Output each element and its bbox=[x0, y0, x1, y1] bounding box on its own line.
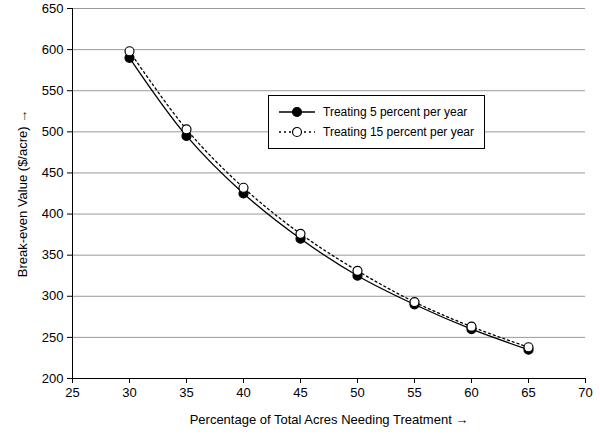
svg-text:35: 35 bbox=[179, 385, 193, 400]
html-text:Treating 15 percent per year: Treating 15 percent per year bbox=[323, 125, 474, 139]
svg-text:650: 650 bbox=[42, 1, 64, 16]
svg-text:200: 200 bbox=[42, 371, 64, 386]
html-text:Treating 5 percent per year: Treating 5 percent per year bbox=[323, 105, 468, 119]
svg-text:65: 65 bbox=[521, 385, 535, 400]
svg-text:40: 40 bbox=[236, 385, 250, 400]
svg-text:60: 60 bbox=[464, 385, 478, 400]
svg-text:250: 250 bbox=[42, 330, 64, 345]
svg-text:55: 55 bbox=[407, 385, 421, 400]
svg-text:400: 400 bbox=[42, 206, 64, 221]
svg-text:70: 70 bbox=[578, 385, 592, 400]
svg-text:50: 50 bbox=[350, 385, 364, 400]
svg-text:350: 350 bbox=[42, 247, 64, 262]
svg-text:500: 500 bbox=[42, 124, 64, 139]
svg-text:25: 25 bbox=[65, 385, 79, 400]
svg-text:45: 45 bbox=[293, 385, 307, 400]
svg-text:600: 600 bbox=[42, 42, 64, 57]
svg-text:300: 300 bbox=[42, 288, 64, 303]
svg-text:550: 550 bbox=[42, 83, 64, 98]
svg-text:450: 450 bbox=[42, 165, 64, 180]
svg-text:Break-even Value ($/acre) →: Break-even Value ($/acre) → bbox=[15, 110, 30, 277]
svg-text:Percentage of Total Acres Need: Percentage of Total Acres Needing Treatm… bbox=[190, 412, 469, 427]
svg-text:30: 30 bbox=[122, 385, 136, 400]
